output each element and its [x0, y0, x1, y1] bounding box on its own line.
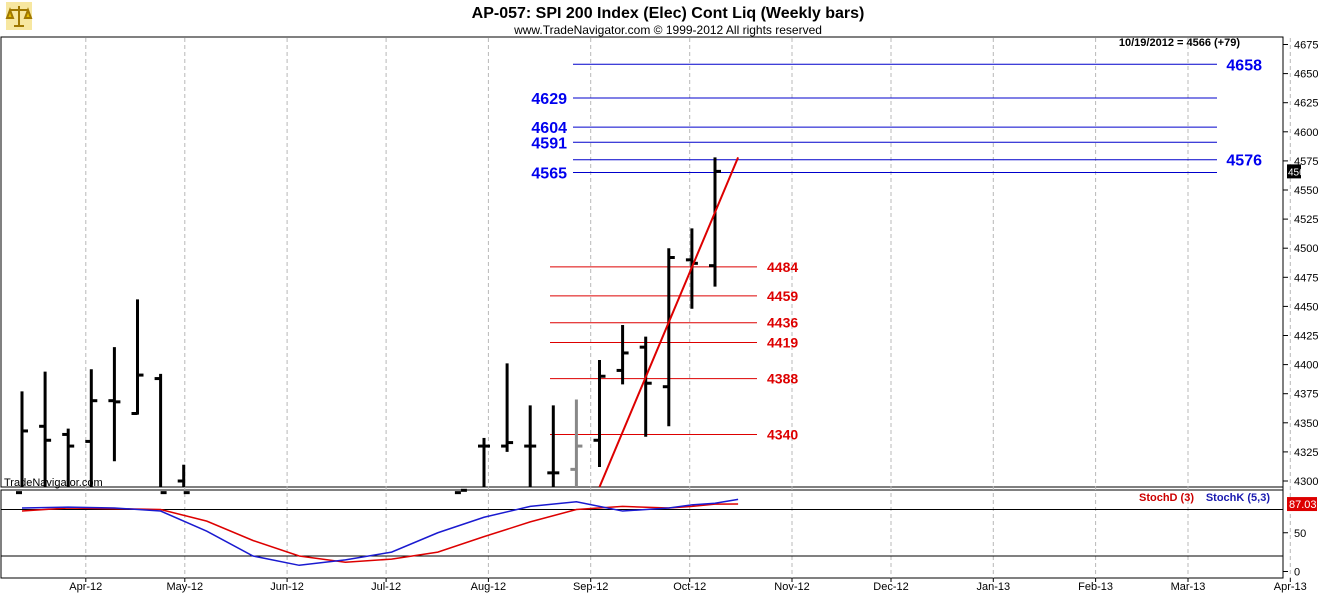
price-axis: 4300 4325 4350 4375 4400 4425 4450 4475 4500 4525… — [1283, 40, 1318, 488]
stochastic-lines — [1, 498, 1283, 567]
watermark: TradeNavigator.com — [4, 477, 103, 489]
stoch-axis: 0 50 87.03 — [1283, 497, 1317, 579]
ohlc-bar — [570, 399, 583, 487]
y-tick-label: 4425 — [1294, 331, 1318, 343]
trendline — [598, 157, 740, 488]
stoch-y-tick-label: 50 — [1294, 528, 1306, 540]
resistance-label: 4629 — [531, 91, 567, 108]
x-tick-label: Apr-13 — [1274, 581, 1307, 593]
time-axis: Apr-12 May-12 Jun-12 Jul-12 Aug-12 Sep-12 Oct-… — [69, 578, 1307, 593]
ohlc-bar — [524, 405, 537, 487]
ohlc-bar — [454, 486, 467, 495]
last-price-note: 10/19/2012 = 4566 (+79) — [1119, 37, 1240, 49]
ohlc-bar — [709, 157, 721, 287]
y-tick-label: 4475 — [1294, 272, 1318, 284]
ohlc-bar — [662, 248, 675, 427]
ohlc-bar — [39, 371, 52, 487]
ohlc-bar — [108, 347, 121, 462]
x-tick-label: Apr-12 — [69, 581, 102, 593]
y-tick-label: 4550 — [1294, 185, 1318, 197]
x-tick-label: May-12 — [166, 581, 203, 593]
legend-stochd: StochD (3) — [1139, 492, 1194, 504]
stochk-line — [21, 498, 739, 567]
chart-subtitle: www.TradeNavigator.com © 1999-2012 All r… — [513, 23, 822, 37]
y-tick-label: 4325 — [1294, 447, 1318, 459]
uptrend-line — [598, 157, 740, 488]
ohlc-bar — [131, 299, 144, 415]
resistance-label: 4658 — [1226, 57, 1262, 74]
x-tick-label: Sep-12 — [573, 581, 608, 593]
support-label: 4484 — [767, 259, 798, 275]
support-label: 4340 — [767, 426, 798, 442]
support-label: 4459 — [767, 288, 798, 304]
stoch-y-tick-label: 0 — [1294, 567, 1300, 579]
support-label: 4388 — [767, 371, 798, 387]
y-tick-label: 4600 — [1294, 127, 1318, 139]
resistance-label: 4591 — [531, 135, 567, 152]
y-tick-label: 4350 — [1294, 418, 1318, 430]
x-tick-label: Jan-13 — [976, 581, 1010, 593]
x-tick-label: Mar-13 — [1171, 581, 1206, 593]
logo — [5, 2, 33, 30]
ohlc-bar — [593, 359, 606, 468]
ohlc-bar — [16, 391, 28, 495]
x-tick-label: Dec-12 — [873, 581, 908, 593]
x-tick-label: Oct-12 — [673, 581, 706, 593]
resistance-label: 4565 — [531, 166, 567, 183]
support-label: 4436 — [767, 315, 798, 331]
legend-stochk: StochK (5,3) — [1206, 492, 1271, 504]
grid — [85, 38, 1291, 578]
x-tick-label: Jun-12 — [270, 581, 304, 593]
ohlc-bar — [62, 428, 75, 487]
y-tick-label: 4375 — [1294, 389, 1318, 401]
gold-scales-icon — [5, 2, 33, 30]
chart-title: AP-057: SPI 200 Index (Elec) Cont Liq (W… — [472, 5, 865, 22]
resistance-label: 4576 — [1226, 153, 1262, 170]
last-price-label: 4566 — [1288, 167, 1311, 178]
stoch-value-label: 87.03 — [1289, 499, 1317, 511]
stoch-value-tag — [1287, 497, 1317, 512]
y-tick-label: 4525 — [1294, 214, 1318, 226]
y-tick-label: 4675 — [1294, 40, 1318, 52]
y-tick-label: 4300 — [1294, 476, 1318, 488]
y-tick-label: 4450 — [1294, 301, 1318, 313]
price-bars — [16, 157, 721, 495]
ohlc-bar — [547, 405, 560, 487]
ohlc-bar — [639, 336, 652, 437]
x-tick-label: Feb-13 — [1078, 581, 1113, 593]
ohlc-bar — [154, 373, 167, 495]
y-tick-label: 4625 — [1294, 98, 1318, 110]
x-tick-label: Nov-12 — [774, 581, 809, 593]
x-tick-label: Aug-12 — [471, 581, 506, 593]
y-tick-label: 4400 — [1294, 360, 1318, 372]
last-price-tag — [1287, 164, 1301, 179]
support-label: 4419 — [767, 334, 798, 350]
y-tick-label: 4500 — [1294, 243, 1318, 255]
price-panel — [0, 36, 1284, 488]
stoch-panel — [0, 489, 1284, 579]
ohlc-bar — [85, 369, 98, 487]
ohlc-bar — [478, 437, 490, 487]
x-tick-label: Jul-12 — [371, 581, 401, 593]
resistance-label: 4604 — [531, 120, 567, 137]
ohlc-bar — [177, 464, 190, 495]
ohlc-bar — [501, 363, 514, 452]
ohlc-bar — [616, 325, 629, 385]
y-tick-label: 4650 — [1294, 69, 1318, 81]
